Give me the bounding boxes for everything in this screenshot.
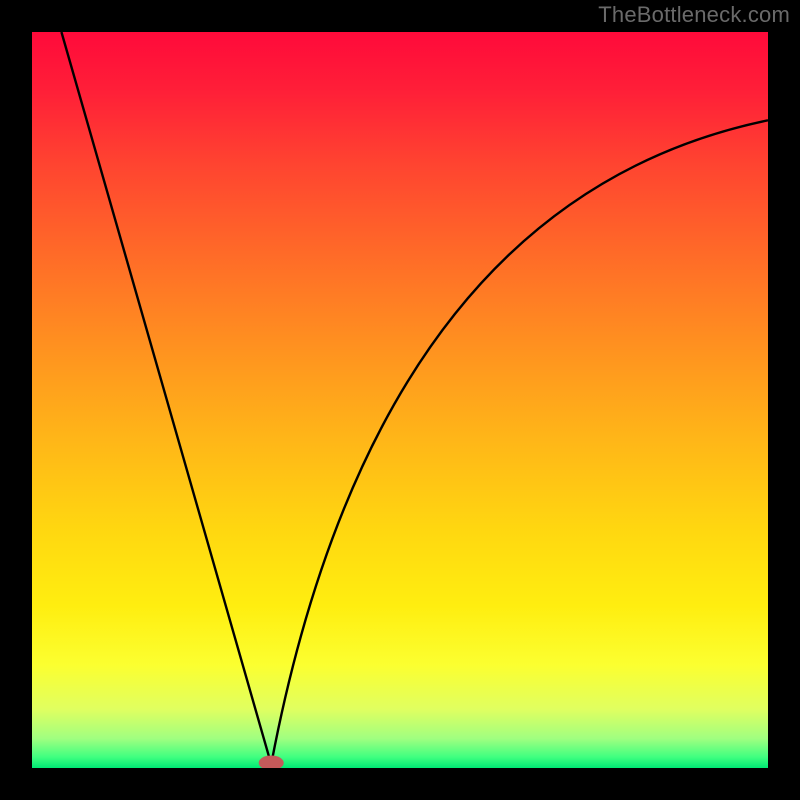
- watermark-text: TheBottleneck.com: [598, 2, 790, 28]
- bottleneck-curve-chart: [0, 0, 800, 800]
- minimum-marker: [259, 755, 284, 770]
- chart-plot-background: [32, 32, 768, 768]
